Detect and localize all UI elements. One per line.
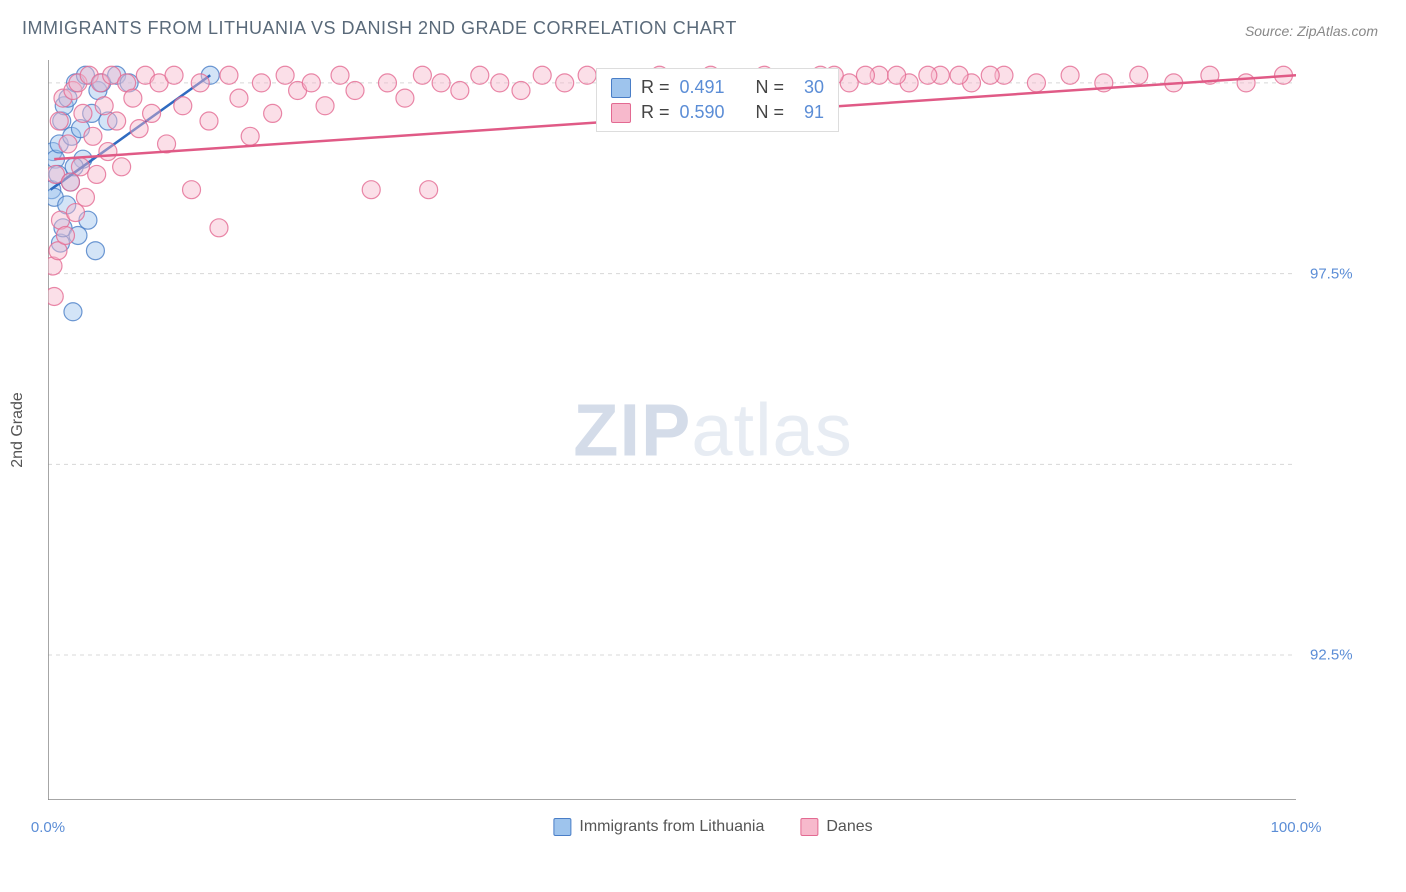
stat-r-value: 0.491: [680, 77, 738, 98]
stat-n-label: N =: [756, 77, 785, 98]
stat-swatch: [611, 78, 631, 98]
stat-swatch: [611, 103, 631, 123]
legend-item: Danes: [800, 818, 872, 836]
source-label: Source: ZipAtlas.com: [1245, 23, 1378, 39]
y-axis-label: 2nd Grade: [9, 392, 27, 468]
stat-n-label: N =: [756, 102, 785, 123]
legend-label: Immigrants from Lithuania: [579, 818, 764, 836]
stat-row: R = 0.491 N = 30: [611, 75, 824, 100]
stat-row: R = 0.590 N = 91: [611, 100, 824, 125]
legend-label: Danes: [826, 818, 872, 836]
y-tick-label: 97.5%: [1310, 265, 1406, 282]
stat-r-label: R =: [641, 77, 670, 98]
legend-swatch: [800, 818, 818, 836]
legend-item: Immigrants from Lithuania: [553, 818, 764, 836]
stat-r-value: 0.590: [680, 102, 738, 123]
correlation-stat-box: R = 0.491 N = 30 R = 0.590 N = 91: [596, 68, 839, 132]
chart-area: 2nd Grade ZIPatlas R =0.491N =30R =0.590…: [48, 60, 1378, 800]
chart-header: IMMIGRANTS FROM LITHUANIA VS DANISH 2ND …: [0, 0, 1406, 49]
scatter-plot: [48, 60, 1296, 800]
x-tick-label: 0.0%: [31, 819, 65, 836]
chart-title: IMMIGRANTS FROM LITHUANIA VS DANISH 2ND …: [22, 18, 737, 39]
legend-bottom: Immigrants from Lithuania Danes: [553, 818, 872, 836]
x-tick-label: 100.0%: [1271, 819, 1322, 836]
y-tick-label: 92.5%: [1310, 647, 1406, 664]
stat-n-value: 91: [794, 102, 824, 123]
legend-swatch: [553, 818, 571, 836]
stat-n-value: 30: [794, 77, 824, 98]
stat-r-label: R =: [641, 102, 670, 123]
